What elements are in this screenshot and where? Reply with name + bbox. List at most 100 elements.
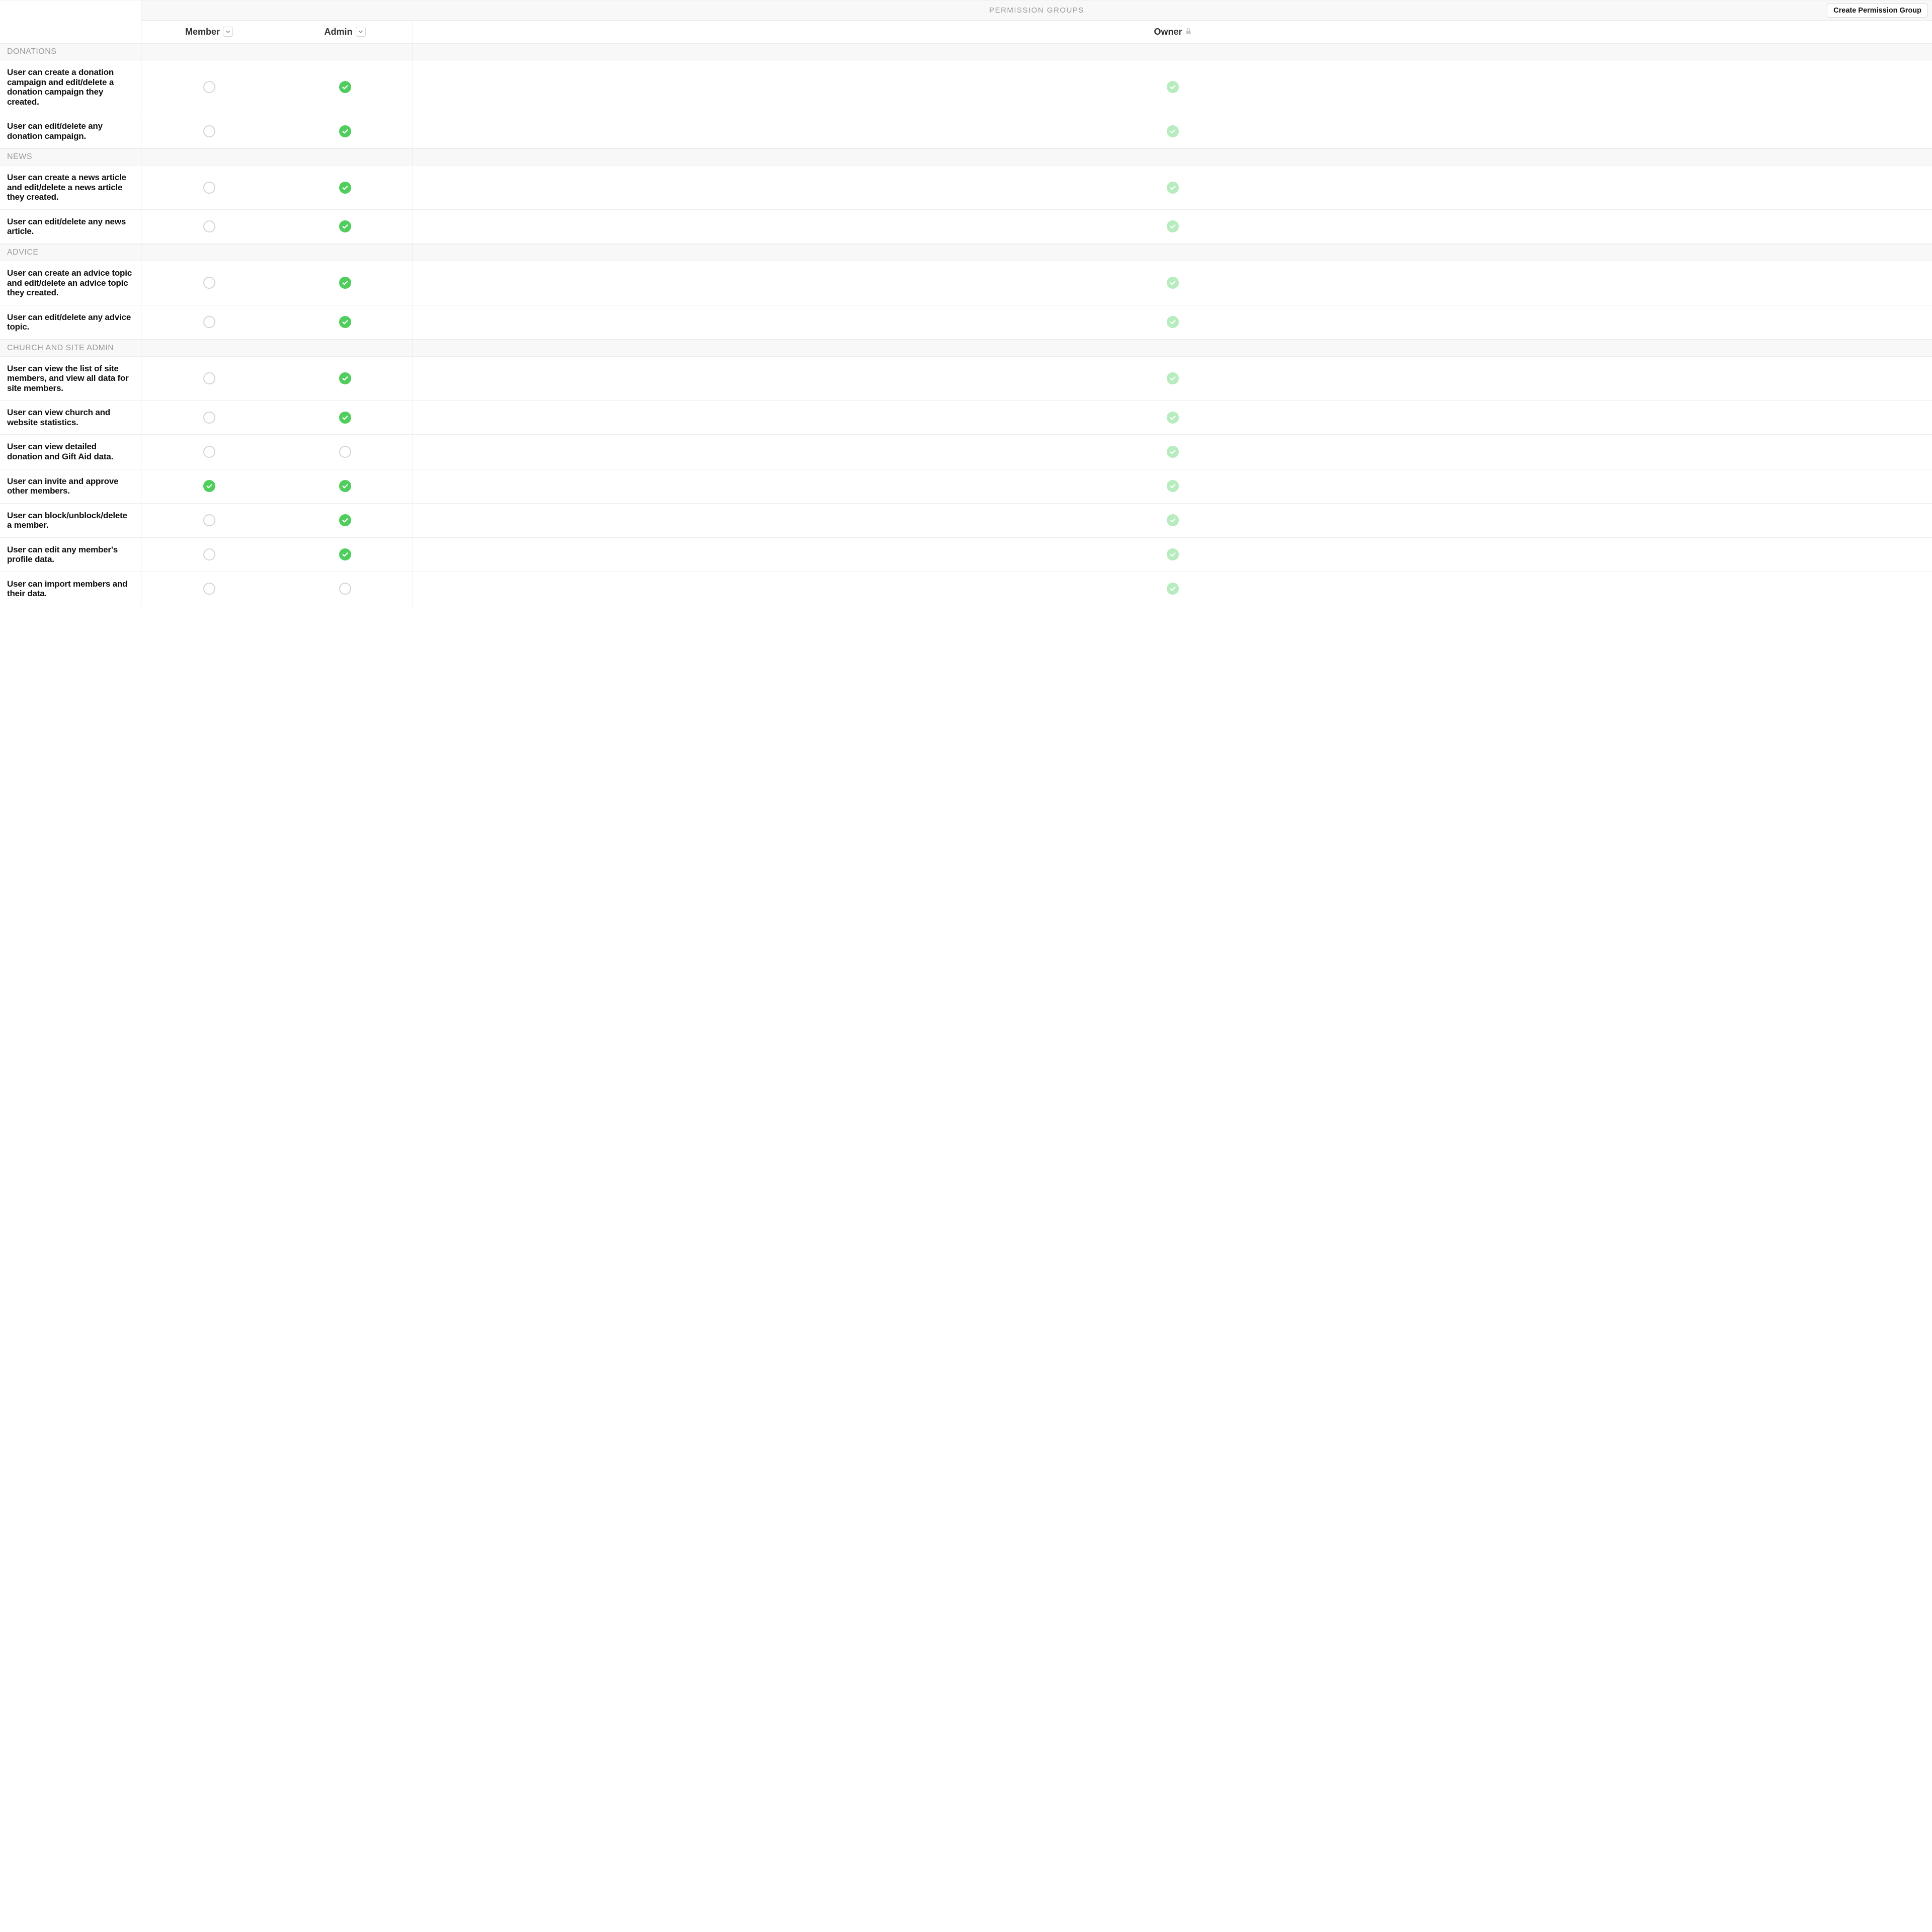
permission-toggle-unchecked[interactable] — [203, 220, 215, 232]
permission-label: User can create a donation campaign and … — [0, 60, 141, 114]
permission-row: User can view the list of site members, … — [0, 357, 1932, 401]
permission-cell — [277, 469, 413, 503]
permission-toggle-unchecked[interactable] — [339, 446, 351, 458]
permission-toggle-locked — [1167, 412, 1179, 424]
permission-toggle-unchecked[interactable] — [203, 182, 215, 194]
create-permission-group-button[interactable]: Create Permission Group — [1827, 4, 1928, 18]
permission-toggle-unchecked[interactable] — [203, 316, 215, 328]
permission-cell — [141, 60, 277, 114]
permission-toggle-locked — [1167, 220, 1179, 232]
section-cell — [413, 340, 1932, 356]
permission-label: User can edit any member's profile data. — [0, 538, 141, 572]
permission-toggle-locked — [1167, 480, 1179, 492]
permission-row: User can view detailed donation and Gift… — [0, 435, 1932, 469]
section-cell — [277, 245, 413, 261]
permission-label: User can view church and website statist… — [0, 400, 141, 434]
permission-toggle-unchecked[interactable] — [203, 583, 215, 595]
permission-label: User can view detailed donation and Gift… — [0, 435, 141, 468]
permission-cell — [277, 166, 413, 209]
permission-toggle-checked[interactable] — [339, 125, 351, 137]
permission-toggle-checked[interactable] — [339, 372, 351, 384]
permission-toggle-checked[interactable] — [339, 220, 351, 232]
permission-cell — [413, 469, 1932, 503]
permission-toggle-unchecked[interactable] — [203, 125, 215, 137]
section-header: CHURCH AND SITE ADMIN — [0, 340, 1932, 357]
permission-toggle-checked[interactable] — [339, 514, 351, 526]
permission-toggle-locked — [1167, 125, 1179, 137]
permission-cell — [277, 538, 413, 572]
permission-cell — [141, 305, 277, 339]
permission-label: User can edit/delete any donation campai… — [0, 114, 141, 148]
permission-row: User can create a news article and edit/… — [0, 166, 1932, 210]
permission-toggle-unchecked[interactable] — [203, 372, 215, 384]
permission-label: User can invite and approve other member… — [0, 469, 141, 503]
permission-row: User can create a donation campaign and … — [0, 60, 1932, 114]
column-header-label: Owner — [1154, 27, 1182, 37]
permission-row: User can block/unblock/delete a member. — [0, 504, 1932, 538]
section-cell — [277, 44, 413, 60]
permission-toggle-unchecked[interactable] — [203, 548, 215, 560]
permission-cell — [141, 210, 277, 244]
section-cell — [277, 149, 413, 165]
permission-toggle-checked[interactable] — [339, 412, 351, 424]
permission-row: User can create an advice topic and edit… — [0, 261, 1932, 305]
permission-cell — [413, 572, 1932, 606]
permission-cell — [141, 572, 277, 606]
permission-toggle-checked[interactable] — [203, 480, 215, 492]
permission-cell — [277, 400, 413, 434]
permission-label: User can import members and their data. — [0, 572, 141, 606]
section-title: NEWS — [0, 149, 141, 165]
permission-groups-title: PERMISSION GROUPS — [989, 6, 1084, 15]
permission-toggle-locked — [1167, 277, 1179, 289]
chevron-down-icon[interactable] — [356, 27, 366, 37]
permission-cell — [413, 166, 1932, 209]
permissions-table: PERMISSION GROUPS Create Permission Grou… — [0, 0, 1932, 606]
permission-cell — [413, 210, 1932, 244]
section-cell — [413, 44, 1932, 60]
column-header-member: Member — [141, 20, 277, 43]
section-cell — [141, 149, 277, 165]
section-cell — [413, 245, 1932, 261]
permission-cell — [141, 538, 277, 572]
permission-cell — [413, 504, 1932, 537]
permission-cell — [413, 538, 1932, 572]
permission-toggle-unchecked[interactable] — [203, 514, 215, 526]
permission-cell — [141, 469, 277, 503]
permission-toggle-checked[interactable] — [339, 480, 351, 492]
permission-cell — [413, 60, 1932, 114]
section-header: ADVICE — [0, 244, 1932, 261]
section-cell — [277, 340, 413, 356]
permission-toggle-checked[interactable] — [339, 182, 351, 194]
permission-toggle-checked[interactable] — [339, 277, 351, 289]
permission-label: User can create an advice topic and edit… — [0, 261, 141, 305]
permission-toggle-locked — [1167, 372, 1179, 384]
permission-row: User can edit/delete any advice topic. — [0, 305, 1932, 340]
permission-toggle-locked — [1167, 514, 1179, 526]
permission-toggle-unchecked[interactable] — [203, 81, 215, 93]
section-cell — [141, 340, 277, 356]
header-blank — [0, 0, 141, 20]
permission-toggle-locked — [1167, 316, 1179, 328]
permission-cell — [141, 435, 277, 468]
permission-row: User can invite and approve other member… — [0, 469, 1932, 504]
permission-row: User can edit/delete any news article. — [0, 210, 1932, 244]
permission-label: User can block/unblock/delete a member. — [0, 504, 141, 537]
permission-row: User can edit/delete any donation campai… — [0, 114, 1932, 148]
permission-toggle-unchecked[interactable] — [203, 277, 215, 289]
permission-toggle-checked[interactable] — [339, 548, 351, 560]
permission-cell — [277, 114, 413, 148]
permission-toggle-checked[interactable] — [339, 316, 351, 328]
permission-toggle-checked[interactable] — [339, 81, 351, 93]
permission-cell — [141, 261, 277, 305]
permission-cell — [141, 400, 277, 434]
column-header-admin: Admin — [277, 20, 413, 43]
permission-cell — [141, 166, 277, 209]
permission-toggle-unchecked[interactable] — [203, 412, 215, 424]
section-title: ADVICE — [0, 245, 141, 261]
permission-toggle-unchecked[interactable] — [339, 583, 351, 595]
permission-toggle-locked — [1167, 81, 1179, 93]
chevron-down-icon[interactable] — [223, 27, 233, 37]
permission-label: User can edit/delete any news article. — [0, 210, 141, 244]
section-header: NEWS — [0, 148, 1932, 166]
permission-toggle-unchecked[interactable] — [203, 446, 215, 458]
